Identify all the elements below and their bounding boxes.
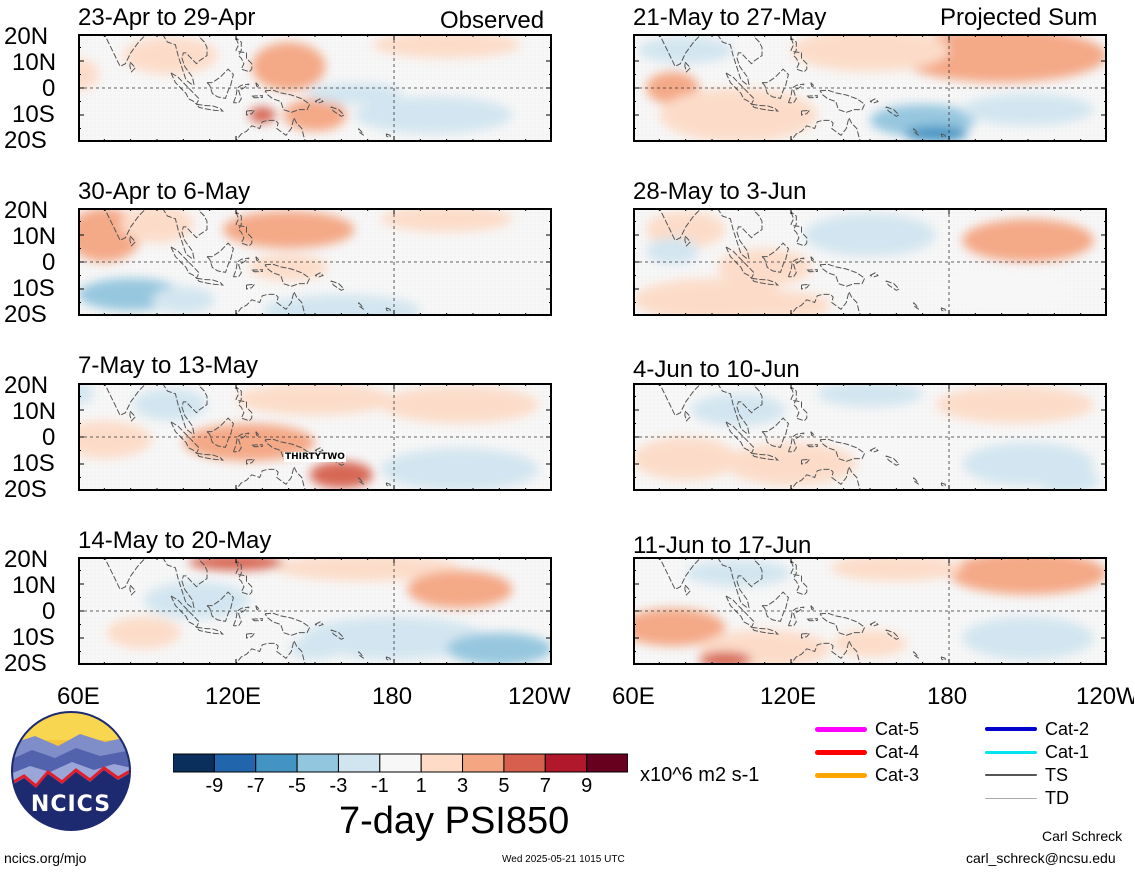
lon-label-60e: 60E xyxy=(57,683,100,710)
colorbar-tick-label: -9 xyxy=(205,775,224,797)
colorbar-tick-label: 9 xyxy=(581,775,593,797)
colorbar-swatch xyxy=(379,753,422,773)
colorbar-swatch xyxy=(420,753,464,773)
panel-title-8: 11-Jun to 17-Jun xyxy=(633,532,812,559)
legend-line-cat-5 xyxy=(815,726,867,732)
lat-label-10n: 10N xyxy=(12,398,57,425)
colorbar-swatch xyxy=(213,753,257,773)
colorbar xyxy=(173,753,628,773)
site-url[interactable]: ncics.org/mjo xyxy=(4,850,87,866)
legend-label-cat-1: Cat-1 xyxy=(1045,742,1090,762)
lat-label-10s: 10S xyxy=(12,275,55,302)
map-panel-observed-3 xyxy=(78,383,552,491)
colorbar-swatch xyxy=(255,753,298,773)
colorbar-swatch xyxy=(586,753,628,773)
lat-label-10n: 10N xyxy=(12,572,57,599)
colorbar-swatch xyxy=(462,753,505,773)
panel-title-1: 23-Apr to 29-Apr xyxy=(78,4,256,31)
colorbar-tick-label: 5 xyxy=(498,775,510,797)
lat-label-20s: 20S xyxy=(4,127,47,154)
storm-name-label: THIRTYTWO xyxy=(284,452,346,462)
colorbar-tick-label: 3 xyxy=(456,775,469,797)
lat-label-20s: 20S xyxy=(4,650,47,677)
lat-label-10s: 10S xyxy=(12,101,55,128)
colorbar-title: 7-day PSI850 xyxy=(339,800,570,842)
colorbar-units: x10^6 m2 s-1 xyxy=(640,764,760,786)
lat-label-10n: 10N xyxy=(12,223,57,250)
map-panel-observed-1 xyxy=(78,34,552,142)
legend-line-cat-4 xyxy=(815,749,867,755)
ncics-logo: NCICS xyxy=(11,711,131,831)
timestamp: Wed 2025-05-21 1015 UTC xyxy=(502,854,625,865)
colorbar-tick-label: -5 xyxy=(288,775,306,797)
panel-title-7: 4-Jun to 10-Jun xyxy=(633,356,800,383)
lat-label-20s: 20S xyxy=(4,476,47,503)
colorbar-tick-label: -7 xyxy=(246,775,265,797)
colorbar-swatch xyxy=(544,753,588,773)
panel-title-6: 28-May to 3-Jun xyxy=(633,178,807,205)
lon-label-120w: 120W xyxy=(1076,685,1134,709)
lat-label-10s: 10S xyxy=(12,450,55,477)
map-panel-projected-2 xyxy=(633,208,1107,316)
projected-sum-label: Projected Sum xyxy=(940,4,1098,31)
map-panel-projected-1 xyxy=(633,34,1107,142)
lat-label-0: 0 xyxy=(42,75,56,102)
map-panel-projected-4 xyxy=(633,557,1107,665)
panel-title-4: 14-May to 20-May xyxy=(78,527,272,554)
map-panel-observed-2 xyxy=(78,208,552,316)
map-panel-observed-4 xyxy=(78,557,552,665)
lon-label-180: 180 xyxy=(372,683,413,710)
lat-label-0: 0 xyxy=(42,598,56,625)
legend-label-cat-3: Cat-3 xyxy=(875,765,920,785)
lat-label-0: 0 xyxy=(42,249,56,276)
lat-label-20n: 20N xyxy=(4,23,49,50)
lon-label-180: 180 xyxy=(927,683,968,710)
lat-label-20n: 20N xyxy=(4,372,49,399)
colorbar-tick-label: 7 xyxy=(539,775,551,797)
lon-label-120e: 120E xyxy=(205,683,262,710)
legend-label-cat-2: Cat-2 xyxy=(1045,719,1090,739)
legend-label-cat-4: Cat-4 xyxy=(875,742,920,762)
legend-line-ts xyxy=(985,774,1037,776)
legend-line-cat-2 xyxy=(985,727,1037,731)
legend-label-td: TD xyxy=(1045,788,1069,808)
colorbar-swatch xyxy=(337,753,381,773)
colorbar-swatch xyxy=(296,753,339,773)
logo-text: NCICS xyxy=(31,792,111,817)
legend-label-cat-5: Cat-5 xyxy=(875,719,920,739)
panel-title-5: 21-May to 27-May xyxy=(633,4,827,31)
panel-title-2: 30-Apr to 6-May xyxy=(78,178,251,205)
lat-label-0: 0 xyxy=(42,424,56,451)
colorbar-swatch xyxy=(503,753,546,773)
observed-label: Observed xyxy=(440,7,545,34)
lat-label-20n: 20N xyxy=(4,197,49,224)
colorbar-tick-label: 1 xyxy=(415,775,427,797)
author-name: Carl Schreck xyxy=(1042,828,1123,844)
colorbar-tick-label: -1 xyxy=(370,775,389,797)
lat-label-20n: 20N xyxy=(4,546,49,573)
legend-line-cat-3 xyxy=(815,772,867,778)
legend-label-ts: TS xyxy=(1045,765,1069,785)
map-panel-projected-3 xyxy=(633,383,1107,491)
author-email[interactable]: carl_schreck@ncsu.edu xyxy=(966,850,1116,866)
colorbar-swatch xyxy=(173,753,215,773)
panel-title-3: 7-May to 13-May xyxy=(78,352,259,379)
legend-line-cat-1 xyxy=(985,750,1037,754)
lat-label-10s: 10S xyxy=(12,624,55,651)
lon-label-120e: 120E xyxy=(760,683,817,710)
lat-label-10n: 10N xyxy=(12,49,57,76)
legend-line-td xyxy=(985,797,1037,799)
colorbar-tick-label: -3 xyxy=(329,775,348,797)
lat-label-20s: 20S xyxy=(4,301,47,328)
lon-label-120w: 120W xyxy=(508,683,571,710)
lon-label-60e: 60E xyxy=(612,683,655,710)
